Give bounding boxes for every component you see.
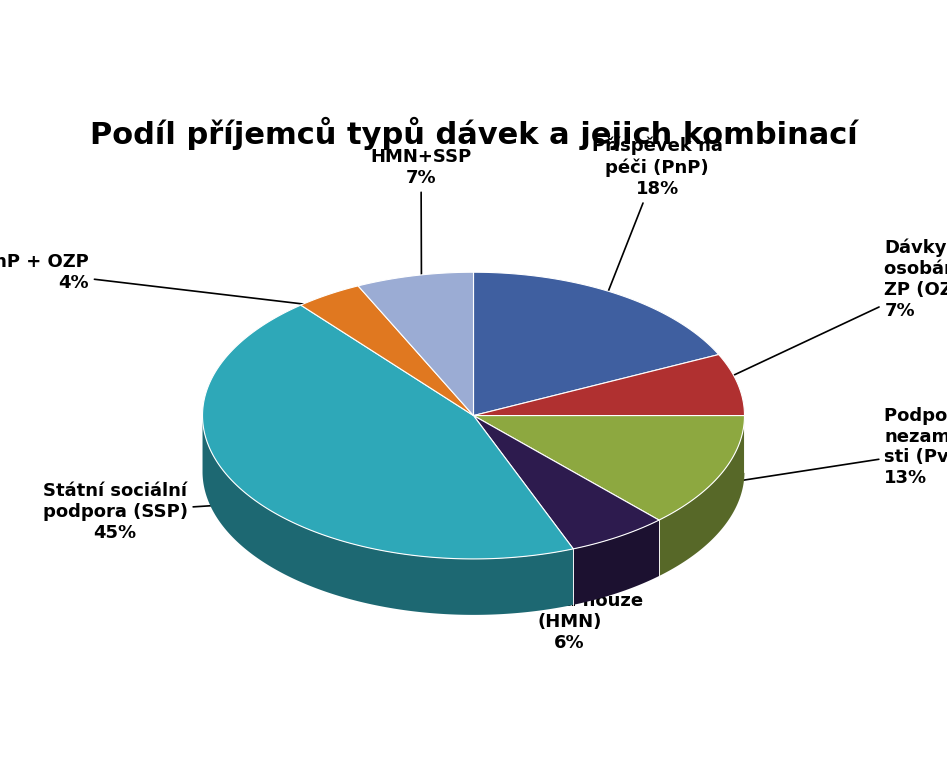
Polygon shape: [301, 286, 474, 416]
Polygon shape: [358, 272, 474, 416]
Polygon shape: [474, 272, 719, 416]
Polygon shape: [474, 416, 659, 549]
Polygon shape: [474, 355, 744, 416]
Text: Státní sociální
podpora (SSP)
45%: Státní sociální podpora (SSP) 45%: [43, 482, 265, 542]
Polygon shape: [203, 305, 573, 559]
Polygon shape: [573, 520, 659, 604]
Text: Hmotná nouze
(HMN)
6%: Hmotná nouze (HMN) 6%: [496, 547, 643, 652]
Text: PnP + OZP
4%: PnP + OZP 4%: [0, 253, 343, 308]
Text: Příspěvek na
péči (PnP)
18%: Příspěvek na péči (PnP) 18%: [592, 137, 723, 306]
Polygon shape: [474, 416, 744, 520]
Polygon shape: [659, 416, 744, 576]
Text: Dávky
osobám se
ZP (OZP)
7%: Dávky osobám se ZP (OZP) 7%: [708, 239, 947, 386]
Text: Podpory v
nezaměstnano
sti (PvN)
13%: Podpory v nezaměstnano sti (PvN) 13%: [695, 407, 947, 488]
Polygon shape: [203, 417, 573, 615]
Text: HMN+SSP
7%: HMN+SSP 7%: [370, 148, 472, 290]
Text: Podíl příjemců typů dávek a jejich kombinací: Podíl příjemců typů dávek a jejich kombi…: [90, 117, 857, 150]
